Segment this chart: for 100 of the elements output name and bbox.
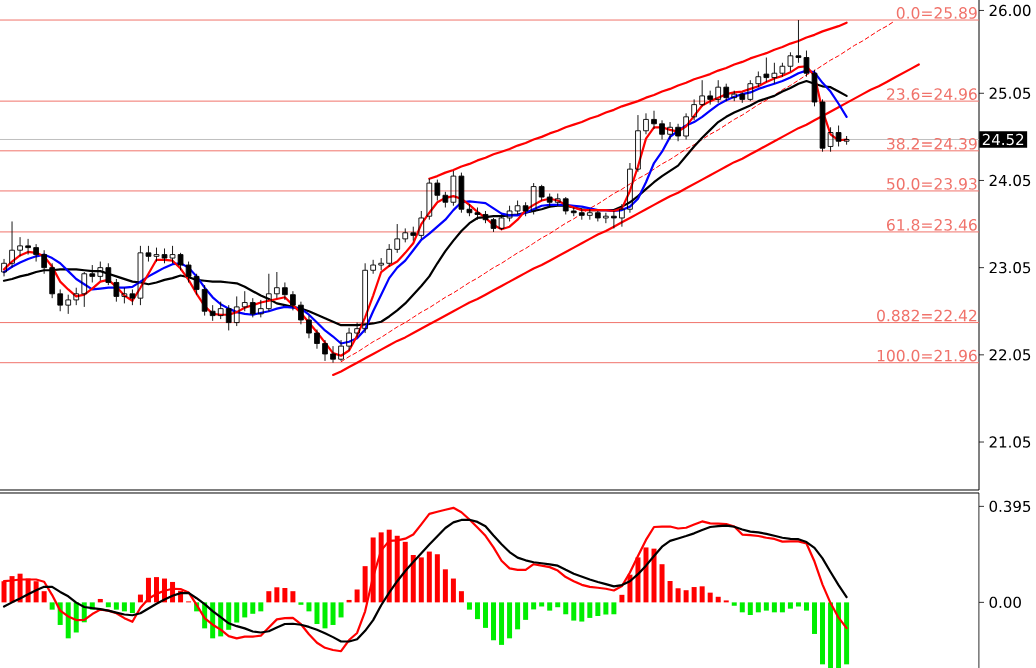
- bar: [771, 602, 777, 613]
- bar: [820, 602, 826, 665]
- candlestick: [346, 327, 352, 351]
- bar: [483, 602, 488, 628]
- candlestick: [394, 223, 401, 254]
- y-tick-label: 23.05: [989, 261, 1031, 274]
- y-tick-label: 21.05: [989, 436, 1031, 448]
- candlestick: [586, 208, 593, 221]
- candlestick: [274, 271, 280, 299]
- bar: [651, 548, 657, 603]
- bar: [290, 591, 296, 603]
- bar: [683, 590, 689, 603]
- candlestick: [233, 295, 240, 327]
- candlestick: [41, 249, 47, 275]
- candlestick: [514, 200, 521, 215]
- ref-line-label: 0.882=22.42: [877, 309, 977, 322]
- candlestick: [723, 83, 730, 102]
- candlestick: [73, 287, 80, 306]
- candlestick: [731, 90, 738, 102]
- bar: [699, 586, 705, 603]
- bar: [354, 589, 360, 603]
- bar: [402, 541, 408, 603]
- bar: [531, 602, 537, 610]
- candlestick: [755, 71, 762, 88]
- bar: [466, 602, 472, 610]
- candlestick: [747, 79, 754, 102]
- candlestick: [57, 289, 64, 312]
- bar: [755, 602, 761, 613]
- bar: [659, 564, 665, 603]
- bar: [314, 602, 320, 624]
- ref-line-label: 61.8=23.46: [887, 218, 977, 231]
- ref-line-label: 0.0=25.89: [896, 7, 977, 19]
- bar: [787, 602, 793, 609]
- text: 24.52: [982, 133, 1024, 146]
- candlestick: [699, 79, 706, 107]
- bar: [434, 554, 440, 603]
- bar: [707, 592, 713, 603]
- candlestick: [787, 51, 794, 72]
- candlestick: [578, 208, 585, 221]
- candlestick: [97, 261, 104, 282]
- candlestick: [643, 112, 649, 135]
- bar: [41, 591, 47, 603]
- candlestick: [306, 315, 312, 339]
- candlestick: [225, 304, 232, 331]
- candlestick: [129, 289, 136, 306]
- candlestick: [715, 79, 722, 104]
- bar: [763, 602, 769, 611]
- y-tick-label: 0.00: [989, 596, 1021, 609]
- bar: [474, 602, 480, 620]
- bar: [418, 557, 424, 603]
- bar: [105, 602, 111, 608]
- bar: [49, 602, 55, 610]
- candlestick: [330, 345, 336, 364]
- candlestick: [635, 114, 641, 173]
- candlestick: [25, 238, 31, 256]
- candlestick: [193, 273, 200, 296]
- bar: [234, 602, 240, 623]
- bar: [587, 602, 593, 618]
- y-tick-label: 26.00: [989, 4, 1031, 17]
- bar: [378, 532, 384, 603]
- candlestick: [386, 243, 393, 268]
- bar: [844, 602, 850, 665]
- candlestick: [322, 339, 328, 362]
- bar: [274, 587, 280, 603]
- bar: [515, 602, 521, 630]
- candlestick: [843, 135, 850, 146]
- bar: [330, 602, 336, 625]
- bar: [458, 591, 464, 603]
- ref-line-label: 100.0=21.96: [877, 349, 977, 362]
- candlestick: [217, 301, 224, 320]
- bar: [611, 602, 617, 615]
- candlestick: [771, 62, 778, 85]
- candlestick: [779, 62, 786, 78]
- candlestick: [49, 262, 56, 299]
- candlestick: [506, 205, 513, 222]
- candlestick: [827, 126, 834, 153]
- bar: [547, 602, 553, 611]
- candlestick: [338, 339, 344, 362]
- bar: [394, 535, 400, 603]
- candlestick: [683, 112, 689, 140]
- candlestick: [257, 299, 264, 318]
- candlestick: [81, 271, 88, 308]
- candlestick: [611, 210, 617, 229]
- bar: [242, 602, 248, 618]
- ref-line-label: 38.2=24.39: [887, 137, 977, 150]
- candlestick: [33, 243, 39, 262]
- bar: [410, 554, 416, 603]
- bar: [795, 602, 801, 607]
- y-tick-label: 25.05: [989, 87, 1031, 99]
- y-tick-label: 22.05: [989, 349, 1031, 361]
- ref-line-label: 50.0=23.93: [887, 178, 977, 190]
- bar: [667, 580, 673, 603]
- bar: [298, 602, 304, 605]
- candlestick: [378, 257, 385, 271]
- candlestick: [1, 258, 7, 277]
- bar: [450, 578, 456, 603]
- bar: [386, 529, 392, 603]
- candlestick: [290, 290, 296, 311]
- candlestick: [763, 57, 770, 83]
- bar: [571, 602, 577, 621]
